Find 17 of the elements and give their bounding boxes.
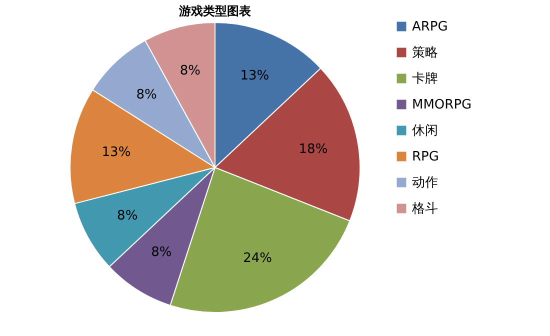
data-label: 24% xyxy=(243,250,272,266)
legend-label: 策略 xyxy=(412,46,438,60)
data-label: 8% xyxy=(151,244,172,260)
data-label: 8% xyxy=(136,88,157,103)
legend-label: 格斗 xyxy=(411,202,438,216)
legend-label: MMORPG xyxy=(412,98,472,112)
chart-title: 游戏类型图表 xyxy=(178,4,252,18)
legend-label: 动作 xyxy=(412,176,438,190)
data-label: 18% xyxy=(298,142,328,157)
legend-label: 休闲 xyxy=(412,124,438,138)
data-label: 8% xyxy=(180,64,200,79)
legend-label: ARPG xyxy=(412,20,448,34)
legend-label: RPG xyxy=(412,150,439,164)
data-label: 8% xyxy=(117,208,138,224)
legend-label: 卡牌 xyxy=(412,72,438,86)
data-label: 13% xyxy=(240,68,270,84)
data-label: 13% xyxy=(102,144,131,160)
